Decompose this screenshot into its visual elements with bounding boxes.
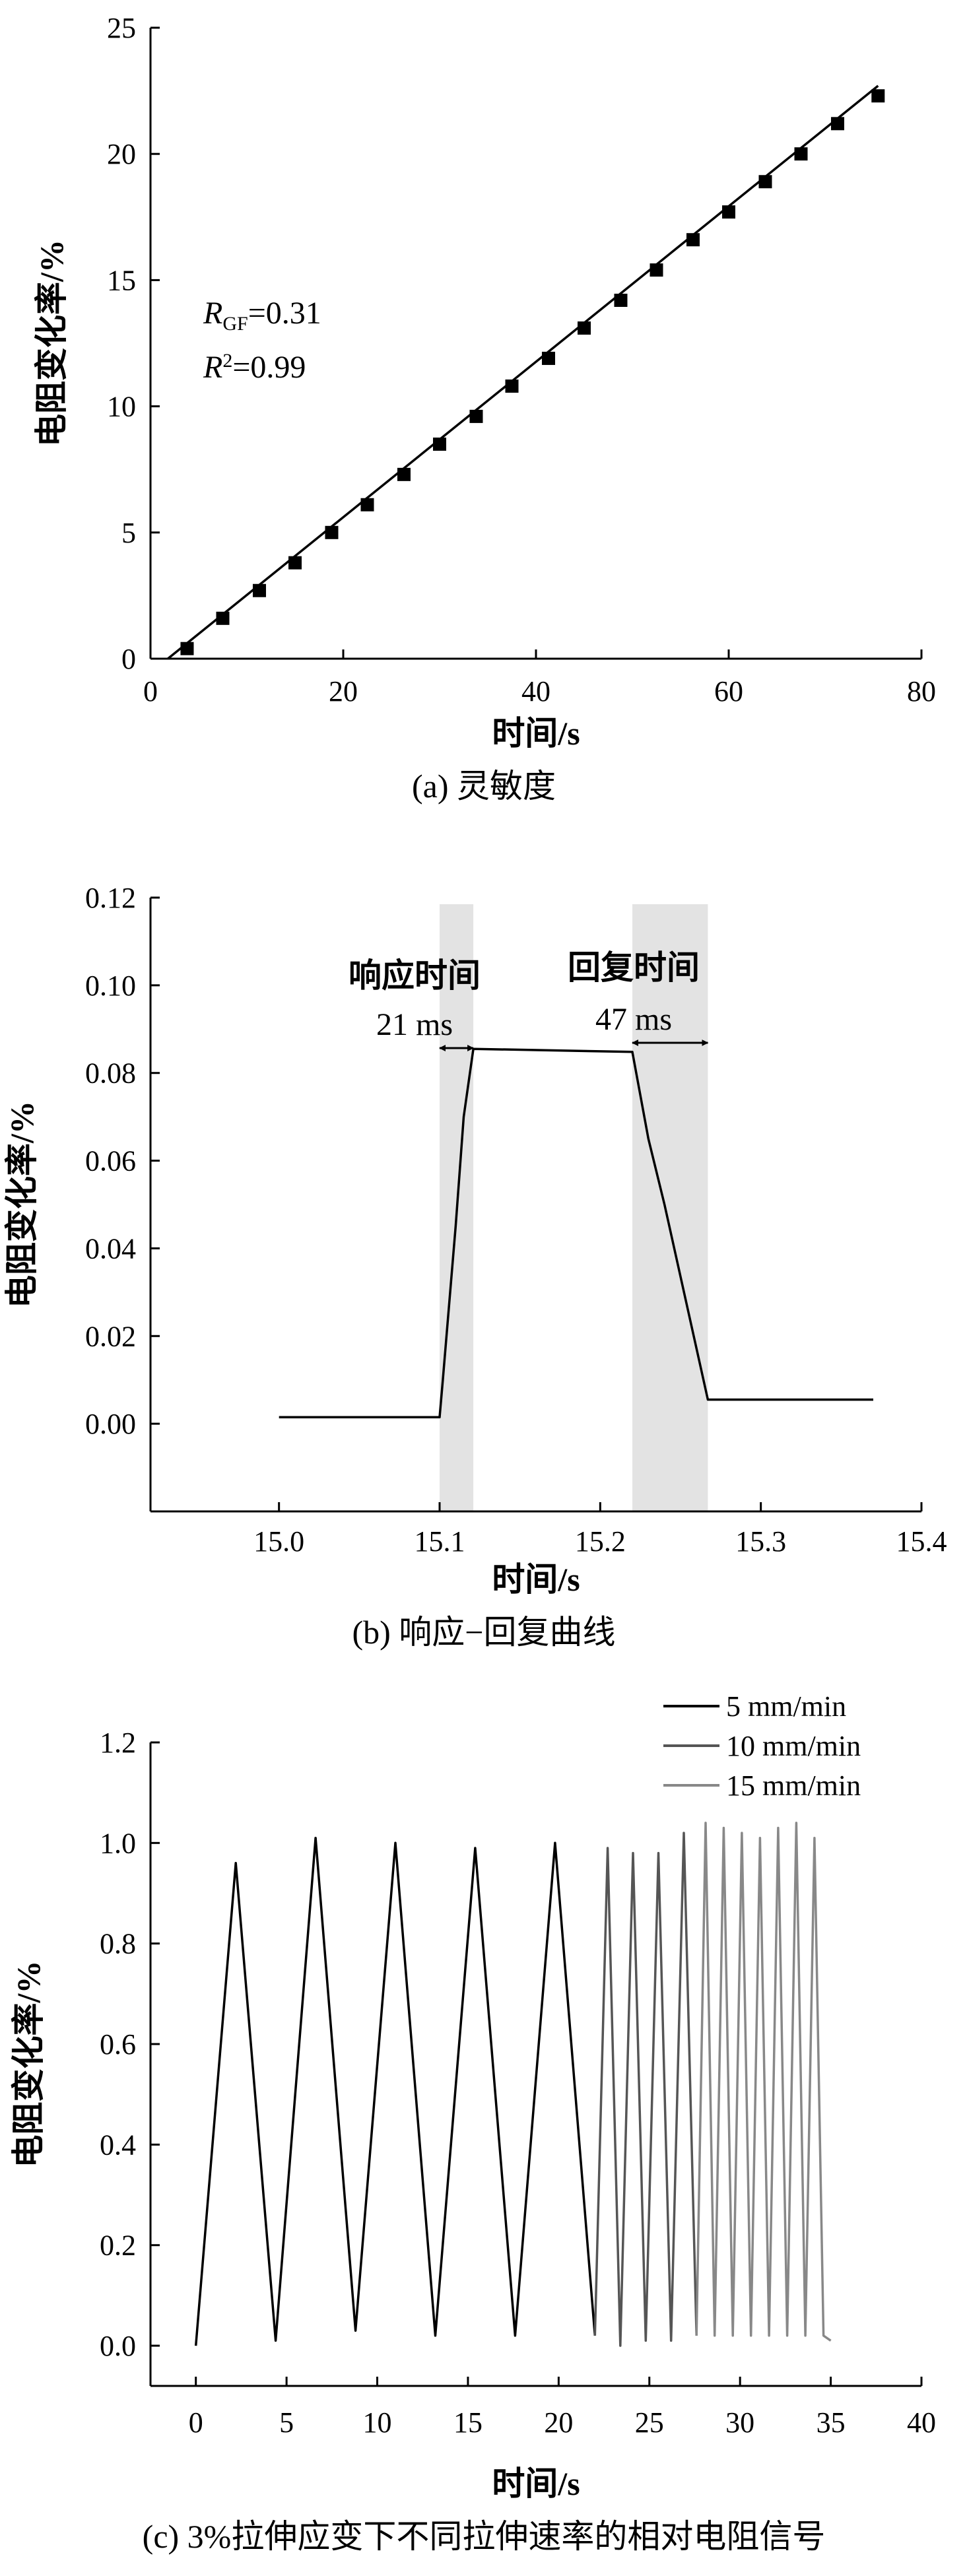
y-tick-label: 0.0 [100,2330,136,2362]
y-tick-label: 0.04 [85,1232,136,1265]
y-tick-label: 1.0 [100,1827,136,1859]
scatter-point [871,89,885,103]
series-line-15-mm-min [695,1822,832,2342]
scatter-point [216,611,230,625]
y-tick-label: 0.08 [85,1057,136,1090]
r2-symbol: R [203,350,222,385]
x-tick-label: 0 [143,675,158,708]
x-tick-label: 25 [635,2406,664,2439]
recovery-time-label: 回复时间 [568,949,700,986]
y-tick-label: 10 [107,391,136,423]
panel-caption: (c) 3%拉伸应变下不同拉伸速率的相对电阻信号 [143,2518,826,2555]
panel-caption: (a) 灵敏度 [412,768,556,805]
x-tick-label: 10 [363,2406,392,2439]
response-time-value: 21 ms [376,1007,453,1042]
rgf-annotation: RGF=0.31 [203,296,321,335]
x-tick-label: 40 [521,675,550,708]
x-tick-label: 20 [329,675,358,708]
y-tick-label: 0.2 [100,2229,136,2262]
x-axis-title: 时间/s [492,715,580,752]
y-tick-label: 0.02 [85,1320,136,1352]
x-tick-label: 15.0 [253,1525,304,1558]
r2-superscript: 2 [222,350,232,372]
y-tick-label: 0.10 [85,970,136,1002]
scatter-point [397,467,411,481]
x-tick-label: 35 [817,2406,846,2439]
x-tick-label: 15.4 [896,1525,947,1558]
y-tick-label: 0.6 [100,2028,136,2061]
response-time-label: 响应时间 [349,957,481,994]
series-line-5-mm-min [194,1836,597,2346]
y-tick-label: 1.2 [100,1727,136,1759]
y-tick-label: 0.06 [85,1145,136,1177]
fit-line [167,84,879,660]
x-tick-label: 20 [544,2406,573,2439]
x-tick-label: 15 [453,2406,483,2439]
x-tick-label: 5 [279,2406,294,2439]
y-tick-label: 20 [107,138,136,170]
x-tick-label: 60 [714,675,743,708]
r2-value: =0.99 [232,350,306,385]
y-tick-label: 0.00 [85,1408,136,1440]
panel-caption: (b) 响应−回复曲线 [352,1614,616,1651]
y-axis-title: 电阻变化率/% [10,1961,47,2168]
y-tick-label: 0 [121,643,136,675]
x-tick-label: 15.3 [735,1525,786,1558]
scatter-point [541,351,555,365]
x-axis-title: 时间/s [492,2465,580,2502]
rgf-subscript: GF [222,313,248,335]
x-tick-label: 15.2 [575,1525,626,1558]
x-tick-label: 30 [725,2406,754,2439]
y-tick-label: 0.4 [100,2129,136,2161]
y-tick-label: 0.12 [85,882,136,914]
series-line-10-mm-min [593,1832,698,2347]
y-axis-title: 电阻变化率/% [33,240,70,447]
y-axis-title: 电阻变化率/% [3,1101,40,1308]
y-tick-label: 25 [107,12,136,44]
shaded-region-1 [632,904,708,1511]
legend-label: 15 mm/min [726,1769,861,1802]
legend-label: 10 mm/min [726,1730,861,1762]
legend-label: 5 mm/min [726,1690,846,1723]
x-tick-label: 40 [907,2406,936,2439]
recovery-time-value: 47 ms [595,1002,672,1037]
scatter-point [288,556,302,570]
x-tick-label: 0 [189,2406,203,2439]
y-tick-label: 0.8 [100,1928,136,1960]
fit-line [279,1047,873,1418]
x-tick-label: 15.1 [415,1525,465,1558]
scatter-point [469,409,483,423]
x-axis-title: 时间/s [492,1561,580,1598]
r2-annotation: R2=0.99 [203,350,306,385]
rgf-symbol: R [203,296,222,331]
y-tick-label: 5 [121,517,136,549]
y-tick-label: 15 [107,264,136,296]
rgf-value: =0.31 [248,296,321,331]
x-tick-label: 80 [907,675,936,708]
